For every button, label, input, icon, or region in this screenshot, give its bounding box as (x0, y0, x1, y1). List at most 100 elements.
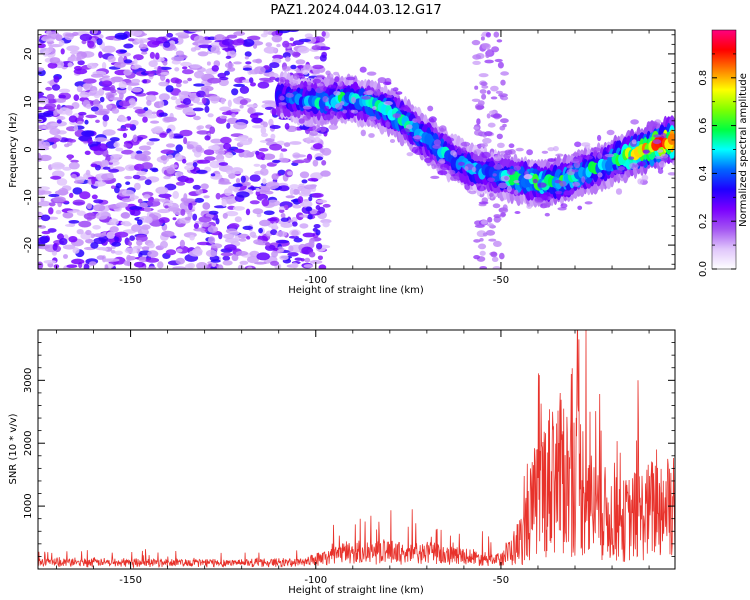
heat-noise-blob (235, 250, 249, 256)
heat-noise-blob (312, 64, 324, 70)
heat-noise-blob (431, 163, 436, 170)
heat-noise-blob (167, 154, 174, 159)
heat-noise-blob (277, 249, 285, 253)
heat-noise-blob (183, 193, 188, 201)
heat-noise-blob (66, 210, 78, 214)
heat-noise-blob (604, 153, 615, 158)
heat-noise-blob (445, 137, 455, 142)
heat-noise-blob (40, 214, 51, 222)
heat-noise-blob (464, 183, 471, 191)
heat-noise-blob (301, 179, 308, 184)
heat-noise-blob (192, 184, 201, 190)
heat-noise-blob (136, 150, 143, 155)
heat-noise-blob (44, 103, 57, 109)
heat-noise-blob (285, 56, 291, 62)
heat-noise-blob (484, 59, 494, 64)
heat-noise-blob (566, 165, 574, 169)
heat-noise-blob (129, 235, 136, 241)
heat-noise-blob (298, 84, 304, 88)
heat-noise-blob (193, 71, 205, 79)
colorbar-gradient (712, 30, 736, 269)
heat-noise-blob (658, 161, 666, 168)
heat-noise-blob (606, 129, 615, 136)
heat-noise-blob (383, 101, 393, 106)
heat-noise-blob (310, 172, 324, 180)
heat-noise-blob (59, 88, 71, 94)
heat-noise-blob (255, 187, 260, 192)
heat-noise-blob (175, 98, 181, 106)
heat-noise-blob (159, 132, 167, 138)
heat-noise-blob (500, 212, 507, 217)
heat-noise-blob (67, 62, 73, 68)
heat-noise-blob (321, 31, 326, 37)
heat-noise-blob (414, 118, 421, 123)
heat-noise-blob (142, 79, 148, 84)
heat-noise-blob (162, 60, 168, 66)
heat-noise-blob (96, 255, 105, 260)
heat-noise-blob (204, 105, 210, 113)
heat-noise-blob (468, 190, 477, 195)
heat-noise-blob (373, 89, 381, 96)
heat-noise-blob (176, 248, 183, 253)
heat-noise-blob (246, 104, 259, 108)
heat-noise-blob (482, 137, 492, 144)
heat-noise-blob (150, 120, 160, 124)
heat-noise-blob (91, 194, 98, 200)
heat-noise-blob (279, 77, 286, 82)
heat-noise-blob (272, 222, 278, 229)
heat-noise-blob (101, 75, 111, 79)
heat-noise-blob (85, 169, 91, 176)
snr-y-axis-label: SNR (10 * v/v) (8, 413, 19, 484)
heat-noise-blob (334, 76, 340, 83)
heat-noise-blob (72, 199, 86, 206)
heat-noise-blob (159, 209, 167, 213)
heat-noise-blob (158, 66, 172, 70)
heat-noise-blob (481, 142, 488, 148)
heat-noise-blob (563, 190, 574, 196)
heat-noise-blob (294, 257, 303, 261)
heat-noise-blob (221, 111, 233, 116)
heat-noise-blob (58, 39, 65, 46)
heat-noise-blob (77, 120, 84, 125)
heat-noise-blob (555, 153, 564, 157)
spectrogram-y-axis-label: Frequency (Hz) (8, 112, 19, 188)
heat-noise-blob (192, 162, 198, 168)
heat-noise-blob (90, 106, 99, 112)
heat-noise-blob (129, 206, 143, 211)
heat-noise-blob (597, 153, 603, 159)
heat-noise-blob (174, 135, 184, 139)
heat-noise-blob (62, 166, 72, 171)
heat-noise-blob (515, 147, 524, 152)
heat-noise-blob (247, 256, 259, 264)
heat-noise-blob (275, 231, 288, 237)
heat-noise-blob (490, 85, 499, 92)
heat-noise-blob (235, 178, 241, 184)
heat-noise-blob (225, 152, 234, 159)
heat-noise-blob (123, 43, 134, 49)
snr-x-tick-label: -150 (119, 575, 142, 586)
heat-noise-blob (266, 199, 281, 207)
heat-noise-blob (210, 266, 217, 269)
heat-noise-blob (263, 210, 275, 216)
heat-noise-blob (158, 193, 172, 199)
heat-noise-blob (557, 207, 567, 211)
heat-noise-blob (38, 67, 45, 72)
heat-noise-blob (474, 85, 479, 90)
heat-noise-blob (47, 228, 57, 233)
heat-noise-blob (175, 257, 185, 265)
heat-noise-blob (73, 94, 80, 101)
snr-y-tick-label: 2000 (23, 430, 34, 455)
heat-noise-blob (217, 72, 227, 78)
heat-noise-blob (292, 204, 302, 209)
heat-noise-blob (201, 97, 207, 104)
heat-noise-blob (306, 85, 312, 92)
heat-noise-blob (591, 147, 601, 153)
ridge-blob (667, 133, 675, 145)
heat-noise-blob (48, 44, 54, 53)
heat-noise-blob (335, 103, 343, 110)
heat-noise-blob (295, 59, 306, 65)
heat-noise-blob (55, 98, 66, 103)
heat-noise-blob (150, 127, 164, 133)
heat-noise-blob (147, 242, 155, 249)
spectrogram-x-axis-label: Height of straight line (km) (288, 285, 424, 296)
